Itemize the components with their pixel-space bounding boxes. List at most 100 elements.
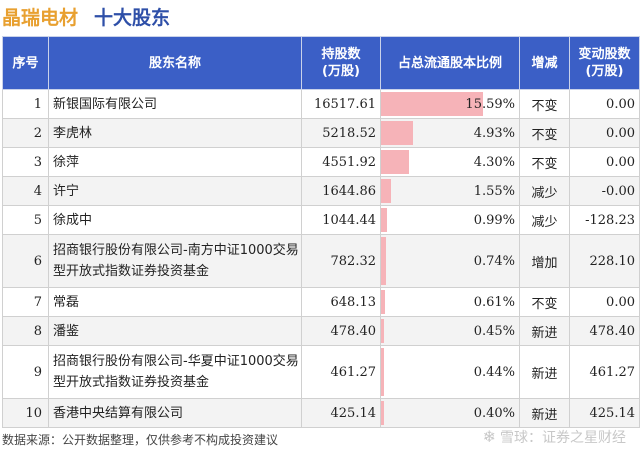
ratio-bar — [381, 237, 386, 285]
shares-value: 425.14 — [301, 398, 381, 428]
ratio-value: 0.45% — [473, 323, 515, 339]
ratio-bar — [381, 150, 409, 174]
table-row: 8 潘鉴 478.40 0.45% 新进 478.40 — [2, 316, 640, 346]
header-index: 序号 — [2, 36, 49, 90]
change-status: 新进 — [519, 345, 570, 399]
holder-name: 潘鉴 — [48, 316, 302, 346]
row-index: 10 — [2, 398, 49, 428]
holder-name: 招商银行股份有限公司-南方中证1000交易型开放式指数证券投资基金 — [48, 234, 302, 288]
chart-subtitle: 十大股东 — [94, 7, 171, 29]
table-row: 9 招商银行股份有限公司-华夏中证1000交易型开放式指数证券投资基金 461.27… — [2, 345, 640, 399]
table-row: 4 许宁 1644.86 1.55% 减少 -0.00 — [2, 176, 640, 206]
ratio-bar — [381, 208, 387, 232]
ratio-cell: 0.61% — [380, 287, 520, 317]
row-index: 7 — [2, 287, 49, 317]
delta-value: 0.00 — [569, 147, 640, 177]
company-title: 晶瑞电材 — [2, 7, 79, 29]
change-status: 不变 — [519, 147, 570, 177]
ratio-value: 0.74% — [473, 253, 515, 269]
ratio-cell: 4.30% — [380, 147, 520, 177]
ratio-cell: 0.74% — [380, 234, 520, 288]
table-row: 10 香港中央结算有限公司 425.14 0.40% 新进 425.14 — [2, 398, 640, 428]
table-row: 6 招商银行股份有限公司-南方中证1000交易型开放式指数证券投资基金 782.32… — [2, 234, 640, 288]
row-index: 8 — [2, 316, 49, 346]
ratio-cell: 1.55% — [380, 176, 520, 206]
table-row: 1 新银国际有限公司 16517.61 15.59% 不变 0.00 — [2, 89, 640, 119]
row-index: 6 — [2, 234, 49, 288]
ratio-value: 0.99% — [473, 212, 515, 228]
ratio-cell: 4.93% — [380, 118, 520, 148]
change-status: 不变 — [519, 118, 570, 148]
delta-value: 0.00 — [569, 89, 640, 119]
ratio-value: 15.59% — [465, 96, 515, 112]
ratio-cell: 0.45% — [380, 316, 520, 346]
row-index: 5 — [2, 205, 49, 235]
ratio-bar — [381, 92, 483, 116]
ratio-bar — [381, 290, 385, 314]
shares-value: 1644.86 — [301, 176, 381, 206]
ratio-value: 1.55% — [473, 183, 515, 199]
shares-value: 16517.61 — [301, 89, 381, 119]
logo-text: 雪球：证券之星财经 — [500, 430, 626, 446]
ratio-cell: 0.44% — [380, 345, 520, 399]
row-index: 2 — [2, 118, 49, 148]
holder-name: 徐萍 — [48, 147, 302, 177]
ratio-value: 0.40% — [473, 405, 515, 421]
table-row: 2 李虎林 5218.52 4.93% 不变 0.00 — [2, 118, 640, 148]
shares-value: 1044.44 — [301, 205, 381, 235]
ratio-cell: 15.59% — [380, 89, 520, 119]
delta-value: 0.00 — [569, 118, 640, 148]
row-index: 3 — [2, 147, 49, 177]
table-row: 3 徐萍 4551.92 4.30% 不变 0.00 — [2, 147, 640, 177]
shareholders-table: 序号 股东名称 持股数 (万股) 占总流通股本比例 增减 变动股数 (万股) 1… — [2, 36, 640, 428]
ratio-value: 0.61% — [473, 294, 515, 310]
table-row: 5 徐成中 1044.44 0.99% 减少 -128.23 — [2, 205, 640, 235]
shares-value: 478.40 — [301, 316, 381, 346]
change-status: 不变 — [519, 89, 570, 119]
change-status: 减少 — [519, 205, 570, 235]
holder-name: 徐成中 — [48, 205, 302, 235]
ratio-value: 4.93% — [473, 125, 515, 141]
table-header-row: 序号 股东名称 持股数 (万股) 占总流通股本比例 增减 变动股数 (万股) — [2, 36, 640, 90]
delta-value: 478.40 — [569, 316, 640, 346]
row-index: 1 — [2, 89, 49, 119]
header-holder-name: 股东名称 — [48, 36, 302, 90]
header-ratio: 占总流通股本比例 — [380, 36, 520, 90]
ratio-bar — [381, 401, 384, 425]
delta-value: -0.00 — [569, 176, 640, 206]
ratio-value: 0.44% — [473, 364, 515, 380]
header-delta: 变动股数 (万股) — [569, 36, 640, 90]
holder-name: 香港中央结算有限公司 — [48, 398, 302, 428]
shares-value: 4551.92 — [301, 147, 381, 177]
change-status: 增加 — [519, 234, 570, 288]
data-source-note: 数据来源：公开数据整理，仅供参考不构成投资建议 — [2, 433, 279, 447]
holder-name: 常磊 — [48, 287, 302, 317]
holder-name: 招商银行股份有限公司-华夏中证1000交易型开放式指数证券投资基金 — [48, 345, 302, 399]
delta-value: 461.27 — [569, 345, 640, 399]
table-row: 7 常磊 648.13 0.61% 不变 0.00 — [2, 287, 640, 317]
holder-name: 许宁 — [48, 176, 302, 206]
change-status: 新进 — [519, 316, 570, 346]
shares-value: 782.32 — [301, 234, 381, 288]
holder-name: 李虎林 — [48, 118, 302, 148]
row-index: 4 — [2, 176, 49, 206]
shares-value: 5218.52 — [301, 118, 381, 148]
shares-value: 648.13 — [301, 287, 381, 317]
ratio-cell: 0.40% — [380, 398, 520, 428]
ratio-bar — [381, 179, 391, 203]
delta-value: 228.10 — [569, 234, 640, 288]
header-shares: 持股数 (万股) — [301, 36, 381, 90]
title-bar: 晶瑞电材 十大股东 — [0, 0, 640, 34]
snowflake-icon: ❄ — [482, 427, 496, 446]
row-index: 9 — [2, 345, 49, 399]
change-status: 新进 — [519, 398, 570, 428]
watermark-logo: ❄ 雪球：证券之星财经 — [483, 427, 626, 447]
ratio-bar — [381, 319, 384, 343]
ratio-bar — [381, 348, 384, 396]
header-change: 增减 — [519, 36, 570, 90]
ratio-cell: 0.99% — [380, 205, 520, 235]
ratio-value: 4.30% — [473, 154, 515, 170]
table-body: 1 新银国际有限公司 16517.61 15.59% 不变 0.00 2 李虎林 5218.52… — [2, 89, 640, 428]
delta-value: 0.00 — [569, 287, 640, 317]
change-status: 不变 — [519, 287, 570, 317]
